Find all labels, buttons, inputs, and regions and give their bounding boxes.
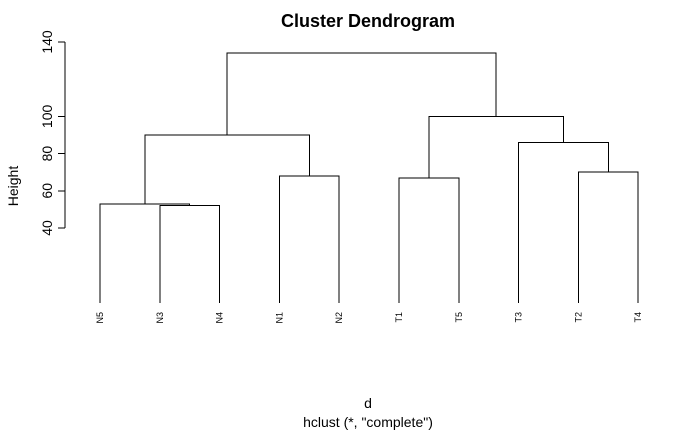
leaf-label-N2: N2 (334, 312, 344, 324)
leaf-label-N4: N4 (215, 312, 225, 324)
leaf-label-N5: N5 (95, 312, 105, 324)
dendrogram-branches (99, 52, 639, 303)
merge-branch-4 (398, 177, 460, 303)
merge-branch-6 (518, 141, 609, 303)
leaf-label-T5: T5 (454, 312, 464, 323)
chart-title: Cluster Dendrogram (281, 11, 455, 31)
y-tick-label-40: 40 (39, 220, 55, 236)
merge-branch-9 (226, 52, 497, 135)
merge-branch-7 (144, 134, 310, 204)
leaf-label-T1: T1 (394, 312, 404, 323)
y-axis-label: Height (5, 166, 21, 207)
merge-branch-5 (577, 171, 639, 303)
merge-branch-2 (99, 203, 191, 303)
y-tick-label-140: 140 (39, 30, 55, 54)
leaf-labels: N5 N3 N4 N1 N2 T1 T5 T3 T2 T4 (95, 312, 643, 324)
leaf-label-N3: N3 (155, 312, 165, 324)
leaf-label-N1: N1 (274, 312, 284, 324)
y-tick-label-100: 100 (39, 105, 55, 129)
y-axis: 40 60 80 100 140 (39, 30, 66, 236)
leaf-label-T2: T2 (573, 312, 583, 323)
y-tick-label-80: 80 (39, 146, 55, 162)
merge-branch-1 (159, 205, 221, 303)
y-tick-label-60: 60 (39, 183, 55, 199)
leaf-label-T4: T4 (633, 312, 643, 323)
leaf-label-T3: T3 (514, 312, 524, 323)
chart-subtitle: hclust (*, "complete") (303, 414, 433, 430)
x-axis-label: d (364, 395, 372, 411)
merge-branch-3 (278, 175, 340, 303)
merge-branch-8 (428, 115, 564, 178)
